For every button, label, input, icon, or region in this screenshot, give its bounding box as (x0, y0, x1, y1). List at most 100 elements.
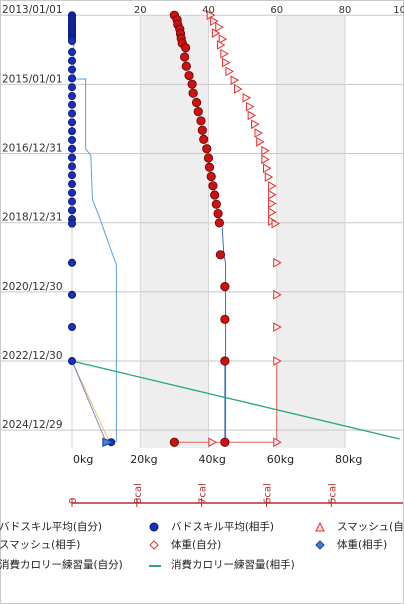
legend-item-3[interactable]: スマッシュ(相手) (0, 539, 81, 551)
x-top-tick-label: 40 (202, 5, 215, 16)
smash-triangle (268, 198, 277, 209)
legend-line-green-icon (149, 565, 161, 567)
blue-dot (68, 188, 77, 197)
blue-dot (68, 65, 77, 74)
smash-triangle (264, 172, 274, 182)
x-top-tick-label: 20 (134, 5, 147, 16)
legend-item-5[interactable]: 体重(相手) (315, 537, 387, 553)
blue-dot (68, 127, 77, 136)
red-dot (197, 125, 207, 135)
y-tick-label: 2022/12/30 (2, 350, 63, 362)
calorie-tick-group: 8cal (133, 483, 144, 504)
blue-dot (68, 323, 77, 332)
blue-triangle-marker (102, 437, 115, 447)
red-dot (208, 181, 218, 191)
red-dot (196, 116, 206, 126)
x-bottom-tick-label: 20kg (130, 453, 157, 466)
blue-dot (68, 118, 77, 127)
blue-dot (68, 48, 77, 57)
smash-triangle (263, 163, 272, 174)
red-dot (214, 218, 225, 228)
legend-item-6[interactable]: 消費カロリー練習量(自分) (0, 559, 123, 571)
smash-triangle (256, 137, 265, 147)
smash-triangle (268, 207, 277, 218)
red-dot (206, 171, 216, 182)
red-dot (188, 88, 198, 98)
skill-opp-connector (71, 360, 107, 443)
calorie-tick-label: 5cal (327, 483, 338, 504)
red-dot (193, 107, 203, 117)
legend-diamond-red-icon (149, 540, 159, 550)
blue-dot (68, 100, 77, 109)
red-dot (220, 314, 230, 324)
legend-item-7[interactable]: 消費カロリー練習量(相手) (149, 557, 295, 573)
smash-triangle (273, 289, 282, 300)
smash-triangle (261, 154, 270, 165)
legend-dot-blue-icon (149, 522, 159, 532)
blue-dot (68, 83, 77, 92)
calorie-tick-label: 6cal (263, 483, 274, 504)
x-top-tick-label: 10 (393, 5, 404, 16)
y-tick-label: 2016/12/31 (2, 143, 63, 155)
blue-dot (68, 171, 77, 180)
chart-svg: 2013/01/01 2015/01/01 2016/12/31 2018/12/31… (1, 4, 404, 507)
blue-dot (68, 197, 77, 206)
blue-dot (68, 153, 77, 162)
y-tick-label: 2018/12/31 (2, 212, 63, 224)
calorie-tick-group: 7cal (198, 483, 209, 504)
legend-item-4[interactable]: 体重(自分) (149, 537, 221, 553)
blue-dot (68, 180, 77, 189)
smash-triangle (273, 437, 282, 448)
blue-dot (68, 162, 77, 171)
y-tick-label: 2020/12/30 (2, 281, 63, 293)
blue-dot (68, 135, 77, 144)
legend-item-0[interactable]: バドスキル平均(自分) (0, 521, 103, 533)
legend-item-2[interactable]: スマッシュ(自 (315, 519, 404, 535)
blue-dot (68, 206, 77, 215)
smash-triangle (251, 119, 260, 130)
blue-dot (68, 92, 77, 101)
smash-triangle (216, 40, 226, 50)
blue-dot (68, 357, 77, 366)
calorie-tick-label: 8cal (133, 483, 144, 504)
smash-triangle (234, 84, 243, 94)
red-dot (220, 356, 230, 366)
x-top-tick-label: 60 (270, 5, 283, 16)
red-dot (191, 97, 202, 108)
red-dot (215, 250, 226, 260)
weight-self-line (73, 15, 117, 443)
y-tick-label: 2015/01/01 (2, 73, 63, 85)
smash-triangle (242, 92, 252, 103)
legend: バドスキル平均(自分) バドスキル平均(相手) スマッシュ(自 スマッシュ(相手… (0, 515, 404, 575)
y-tick-label: 2013/01/01 (2, 4, 63, 16)
blue-dot (68, 56, 77, 65)
x-top-tick-label: 80 (339, 5, 352, 16)
smash-triangle (215, 22, 224, 32)
smash-triangle (225, 66, 234, 77)
legend-item-1[interactable]: バドスキル平均(相手) (149, 519, 274, 535)
smash-triangle (271, 218, 281, 229)
x-bottom-tick-label: 40kg (198, 453, 225, 466)
red-dot (199, 134, 209, 145)
smash-triangle (273, 257, 282, 268)
smash-triangle (222, 57, 231, 68)
smash-triangle (245, 101, 255, 112)
smash-triangle (208, 437, 217, 448)
blue-dot (68, 258, 77, 267)
calorie-tick-group: 6cal (263, 483, 274, 504)
y-tick-label: 2024/12/29 (2, 419, 63, 431)
calorie-tick-group: 0 (68, 498, 79, 504)
smash-triangle (273, 356, 282, 366)
blue-dot (68, 290, 77, 299)
blue-dot (68, 219, 77, 228)
red-dot (187, 79, 197, 89)
red-dot (203, 153, 214, 163)
smash-triangle (273, 322, 282, 332)
red-dot (181, 61, 191, 71)
calorie-tick-label: 0 (68, 498, 79, 504)
smash-triangle (247, 110, 257, 121)
calorie-self-line (71, 360, 110, 443)
red-dot (180, 52, 190, 62)
smash-triangle (220, 48, 229, 59)
